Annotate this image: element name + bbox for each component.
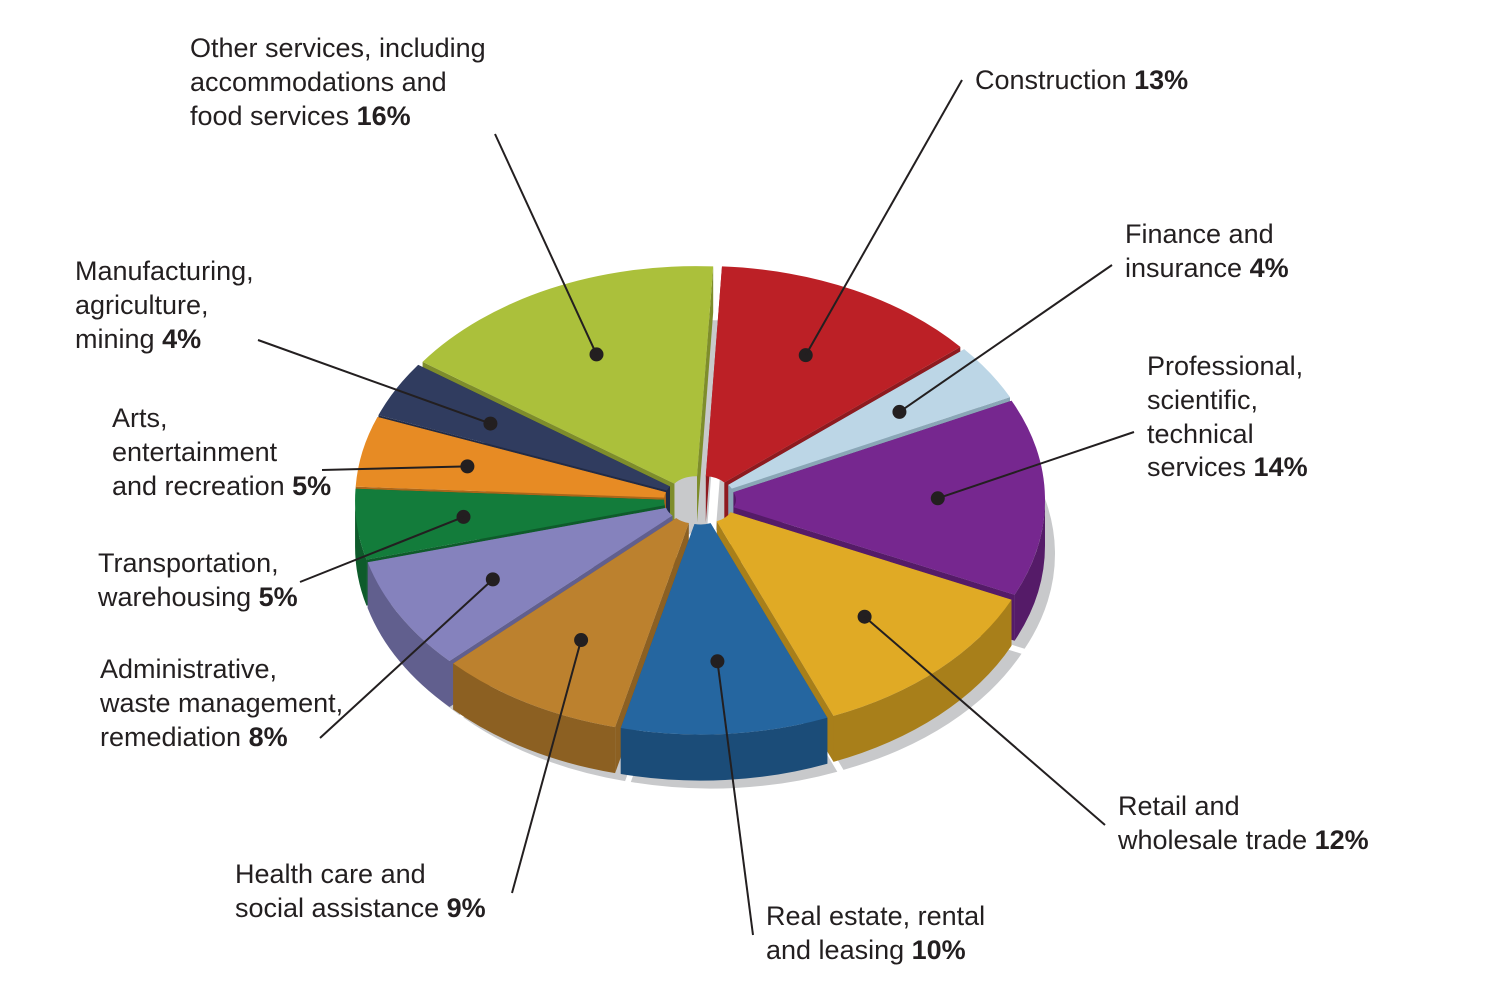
slice-label-text: Arts,entertainmentand recreation: [112, 403, 285, 501]
slice-label: Retail andwholesale trade 12%: [1118, 790, 1369, 858]
slice-label: Arts,entertainmentand recreation 5%: [112, 402, 331, 503]
slice-label-value: 14%: [1254, 452, 1308, 482]
slice-label-value: 5%: [259, 582, 298, 612]
slice-label-value: 16%: [357, 101, 411, 131]
slice-label: Other services, includingaccommodations …: [190, 32, 486, 133]
slice-label-value: 9%: [447, 893, 486, 923]
slice-label-text: Transportation,warehousing: [98, 548, 279, 612]
pie-chart-container: Construction 13% Finance andinsurance 4% P…: [0, 0, 1500, 1003]
slice-label: Real estate, rentaland leasing 10%: [766, 900, 985, 968]
slice-label-text: Health care andsocial assistance: [235, 859, 439, 923]
slice-label: Transportation,warehousing 5%: [98, 547, 298, 615]
slice-label-value: 12%: [1315, 825, 1369, 855]
slice-label-value: 8%: [249, 722, 288, 752]
slice-label: Construction 13%: [975, 64, 1188, 98]
slice-label: Manufacturing,agriculture,mining 4%: [75, 255, 254, 356]
slice-label-text: Other services, includingaccommodations …: [190, 33, 486, 131]
slice-label-value: 13%: [1134, 65, 1188, 95]
slice-label: Professional,scientific,technicalservice…: [1147, 350, 1308, 485]
slice-label-value: 5%: [292, 471, 331, 501]
slice-label-value: 10%: [912, 935, 966, 965]
slice-label: Health care andsocial assistance 9%: [235, 858, 486, 926]
slice-label-text: Administrative,waste management,remediat…: [100, 654, 343, 752]
slice-label-value: 4%: [1250, 253, 1289, 283]
slice-label: Finance andinsurance 4%: [1125, 218, 1289, 286]
slice-label-text: Retail andwholesale trade: [1118, 791, 1307, 855]
slice-label-value: 4%: [162, 324, 201, 354]
slice-label-text: Construction: [975, 65, 1127, 95]
slice-label: Administrative,waste management,remediat…: [100, 653, 343, 754]
